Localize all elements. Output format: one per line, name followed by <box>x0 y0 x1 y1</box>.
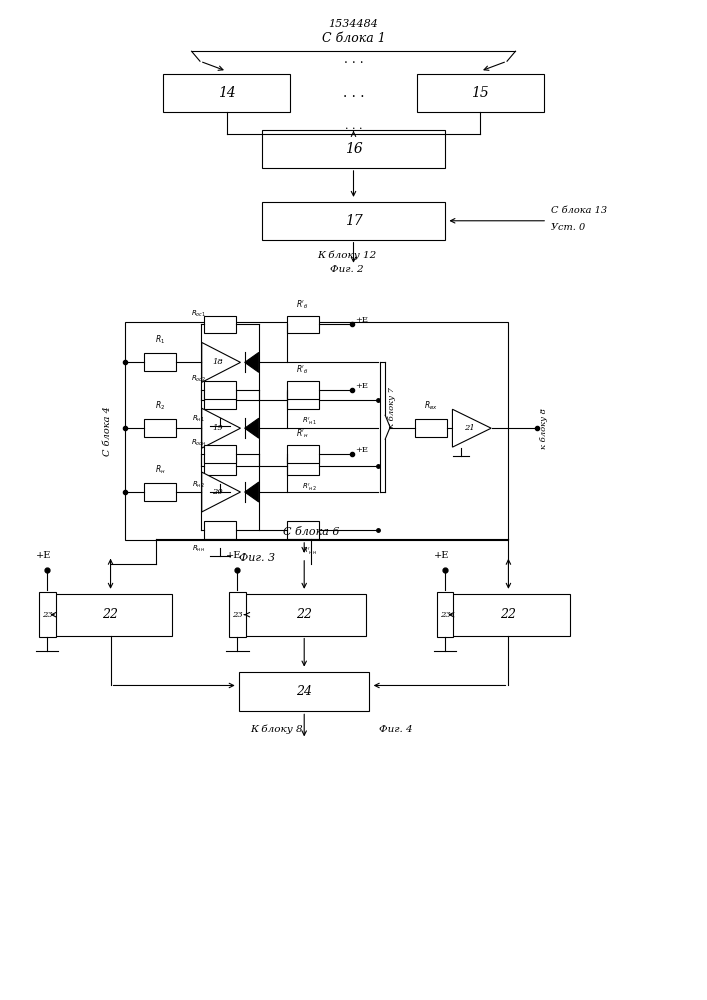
Bar <box>204 316 235 333</box>
Bar <box>417 74 544 112</box>
Bar <box>163 74 290 112</box>
Text: 17: 17 <box>344 214 363 228</box>
Text: +E: +E <box>356 316 368 324</box>
Polygon shape <box>201 408 240 448</box>
Bar <box>243 594 366 636</box>
Text: . . .: . . . <box>344 53 363 66</box>
Bar <box>447 594 570 636</box>
Text: С блока 13: С блока 13 <box>551 206 607 215</box>
Text: 22: 22 <box>501 608 516 621</box>
Text: 19: 19 <box>212 424 223 432</box>
Bar <box>39 592 56 637</box>
Text: $R_{вх}$: $R_{вх}$ <box>424 400 438 412</box>
Bar <box>144 483 175 501</box>
Bar <box>287 457 319 475</box>
Text: $R'_б$: $R'_б$ <box>296 298 309 311</box>
Bar <box>204 445 235 463</box>
Text: к блоку 7: к блоку 7 <box>388 387 396 428</box>
Bar <box>262 202 445 240</box>
Text: К блоку 8: К блоку 8 <box>250 725 303 734</box>
Text: 1534484: 1534484 <box>329 19 378 29</box>
Bar <box>144 353 175 371</box>
Bar <box>287 521 319 539</box>
Text: 14: 14 <box>218 86 235 100</box>
Text: +E: +E <box>434 551 449 560</box>
Text: Фиг. 2: Фиг. 2 <box>329 265 363 274</box>
Text: 23: 23 <box>42 611 52 619</box>
Text: $R'_н$: $R'_н$ <box>296 428 310 440</box>
Text: 18: 18 <box>212 358 223 366</box>
Bar <box>49 594 173 636</box>
Text: С блока 4: С блока 4 <box>103 406 112 456</box>
Text: $R_{н1}$: $R_{н1}$ <box>192 414 205 424</box>
Bar <box>287 381 319 399</box>
Text: 15: 15 <box>472 86 489 100</box>
Polygon shape <box>452 409 491 447</box>
Polygon shape <box>245 482 259 502</box>
Text: 21: 21 <box>464 424 474 432</box>
Text: $R_{oc1}$: $R_{oc1}$ <box>191 308 206 319</box>
Bar <box>204 381 235 399</box>
Bar <box>239 672 369 711</box>
Polygon shape <box>245 418 259 438</box>
Polygon shape <box>201 342 240 382</box>
Text: Фиг. 4: Фиг. 4 <box>379 725 413 734</box>
Text: +E: +E <box>356 446 368 454</box>
Text: С блока 1: С блока 1 <box>322 32 385 45</box>
Text: $R_{ocн}$: $R_{ocн}$ <box>191 438 206 448</box>
Bar <box>204 521 235 539</box>
Text: +E: +E <box>356 382 368 390</box>
Text: 20: 20 <box>212 488 223 496</box>
Text: 22: 22 <box>103 608 119 621</box>
Text: к блоку 8: к блоку 8 <box>540 408 548 449</box>
Text: Уст. 0: Уст. 0 <box>551 223 585 232</box>
Text: 22: 22 <box>296 608 312 621</box>
Polygon shape <box>245 352 259 372</box>
Text: 23: 23 <box>440 611 450 619</box>
Text: $R'_{н1}$: $R'_{н1}$ <box>303 416 317 427</box>
Text: 16: 16 <box>344 142 363 156</box>
Bar <box>124 322 508 540</box>
Bar <box>204 391 235 409</box>
Text: $R_{н2}$: $R_{н2}$ <box>192 480 205 490</box>
Text: $R_н$: $R_н$ <box>155 464 165 476</box>
Text: $R_{нн}$: $R_{нн}$ <box>192 544 205 554</box>
Text: 24: 24 <box>296 685 312 698</box>
Bar <box>437 592 453 637</box>
Bar <box>144 419 175 437</box>
Text: $R'_{н2}$: $R'_{н2}$ <box>303 482 317 493</box>
Polygon shape <box>201 472 240 512</box>
Bar <box>415 419 447 437</box>
Bar <box>229 592 246 637</box>
Text: . . .: . . . <box>345 121 362 131</box>
Text: Фиг. 3: Фиг. 3 <box>238 553 275 563</box>
Text: $R'_б$: $R'_б$ <box>296 364 309 376</box>
Bar <box>262 130 445 168</box>
Text: $R_2$: $R_2$ <box>155 400 165 412</box>
Bar <box>287 316 319 333</box>
Bar <box>204 457 235 475</box>
Text: +E: +E <box>36 551 52 560</box>
Text: $R_{oc2}$: $R_{oc2}$ <box>191 374 206 384</box>
Text: $R'_{нн}$: $R'_{нн}$ <box>303 546 317 557</box>
Text: +E: +E <box>226 551 242 560</box>
Text: С блока 6: С блока 6 <box>283 527 339 537</box>
Bar <box>287 391 319 409</box>
Text: . . .: . . . <box>343 86 364 100</box>
Bar <box>287 445 319 463</box>
Text: К блоку 12: К блоку 12 <box>317 251 376 260</box>
Text: $R_1$: $R_1$ <box>155 334 165 346</box>
Text: 23: 23 <box>232 611 243 619</box>
